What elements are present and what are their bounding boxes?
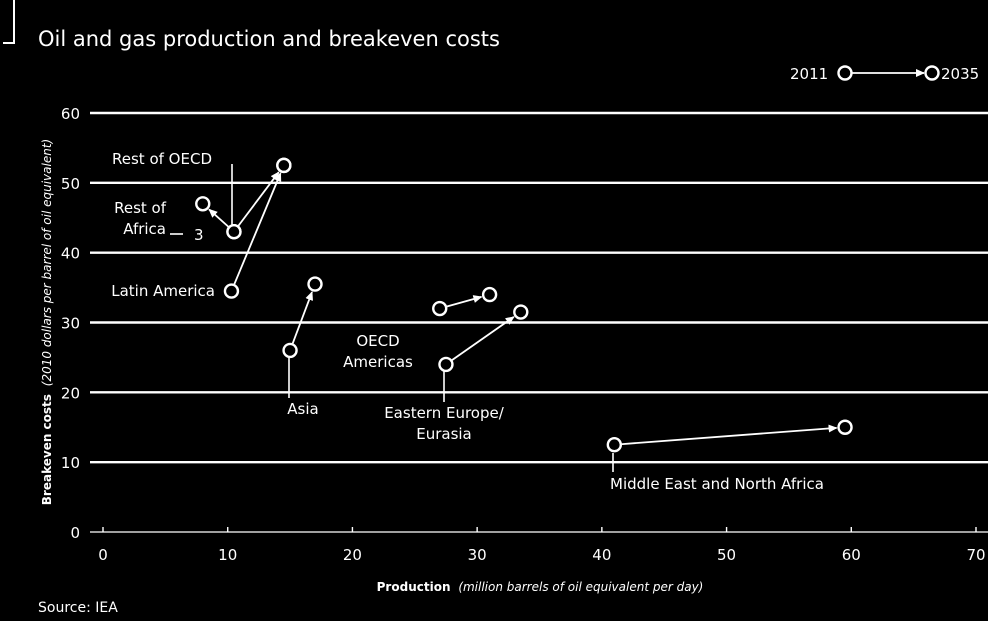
x-axis-title: Production (million barrels of oil equiv… (377, 580, 704, 594)
gridlines (90, 111, 988, 464)
series-label-2: Latin America (111, 282, 215, 300)
series-label-0: Rest of OECD (112, 150, 212, 168)
series-label-3: Asia (287, 400, 318, 418)
y-tick-label-20: 20 (61, 384, 80, 402)
series-label-6-line-0: Middle East and North Africa (610, 475, 824, 493)
arrow-4 (445, 295, 483, 308)
source-note: Source: IEA (38, 600, 118, 616)
y-tick-label-60: 60 (61, 105, 80, 123)
y-axis-title-unit: (2010 dollars per barrel of oil equivale… (40, 139, 54, 386)
corner-rule (3, 0, 15, 44)
point-2035-2 (276, 157, 292, 174)
y-tick-label-50: 50 (61, 175, 80, 193)
y-axis-title-main: Breakeven costs (40, 394, 54, 505)
point-2011-1 (226, 224, 242, 240)
series-label-3-line-0: Asia (287, 400, 318, 418)
rest-of-africa-extra-value: 3 (194, 226, 204, 244)
x-tick-label-60: 60 (842, 546, 861, 564)
movement-arrows (208, 171, 838, 446)
point-2035-6 (837, 419, 853, 435)
legend-from-label: 2011 (790, 65, 828, 83)
x-tick-label-30: 30 (468, 546, 487, 564)
x-tick-label-50: 50 (717, 546, 736, 564)
x-tick-label-40: 40 (592, 546, 611, 564)
point-2035-4 (481, 286, 498, 303)
arrow-2 (233, 172, 282, 286)
y-tick-label-0: 0 (70, 524, 80, 542)
series-label-1-line-0: Rest of (114, 199, 167, 217)
x-tick-label-70: 70 (966, 546, 985, 564)
series-label-6: Middle East and North Africa (610, 475, 824, 493)
series-label-5-line-1: Eurasia (416, 425, 472, 443)
x-axis-title-unit: (million barrels of oil equivalent per d… (458, 580, 703, 594)
series-label-1-line-1: Africa (123, 220, 166, 238)
data-points (195, 157, 853, 453)
point-2011-6 (606, 437, 623, 453)
series-label-0-line-0: Rest of OECD (112, 150, 212, 168)
series-label-4-line-0: OECD (356, 332, 399, 350)
y-axis-title: Breakeven costs (2010 dollars per barrel… (40, 139, 54, 505)
point-2011-4 (432, 300, 448, 317)
y-tick-label-40: 40 (61, 245, 80, 263)
series-label-5-line-0: Eastern Europe/ (384, 404, 505, 422)
x-axis: 0 10 20 30 40 50 60 70 (90, 527, 988, 564)
legend-to-label: 2035 (941, 65, 979, 83)
series-label-4-line-1: Americas (343, 353, 413, 371)
y-tick-label-30: 30 (61, 315, 80, 333)
series-label-1: Rest of Africa (114, 199, 167, 238)
point-2011-5 (438, 356, 454, 373)
label-leaders (170, 164, 614, 472)
arrow-0 (237, 171, 280, 228)
y-tick-label-10: 10 (61, 454, 80, 472)
series-labels: Rest of OECD Rest of Africa Latin America As… (111, 150, 824, 493)
x-tick-label-10: 10 (218, 546, 237, 564)
x-tick-label-0: 0 (98, 546, 108, 564)
arrow-3 (291, 291, 313, 345)
point-2011-3 (282, 342, 298, 359)
arrow-6 (620, 424, 838, 446)
point-2011-2 (223, 283, 240, 299)
legend-to-marker (924, 65, 940, 81)
arrow-1 (208, 208, 230, 229)
y-tick-labels: 0 10 20 30 40 50 60 (61, 105, 80, 542)
arrow-5 (450, 316, 515, 362)
series-label-2-line-0: Latin America (111, 282, 215, 300)
x-tick-label-20: 20 (343, 546, 362, 564)
chart-title: Oil and gas production and breakeven cos… (38, 27, 500, 51)
series-label-4: OECD Americas (343, 332, 413, 371)
x-axis-title-main: Production (377, 580, 451, 594)
series-label-5: Eastern Europe/Eurasia (384, 404, 505, 443)
legend: 2011 2035 (790, 65, 979, 83)
point-2035-5 (513, 304, 529, 320)
point-2035-1 (195, 196, 211, 212)
point-2035-3 (307, 276, 323, 292)
legend-from-marker (837, 65, 853, 81)
